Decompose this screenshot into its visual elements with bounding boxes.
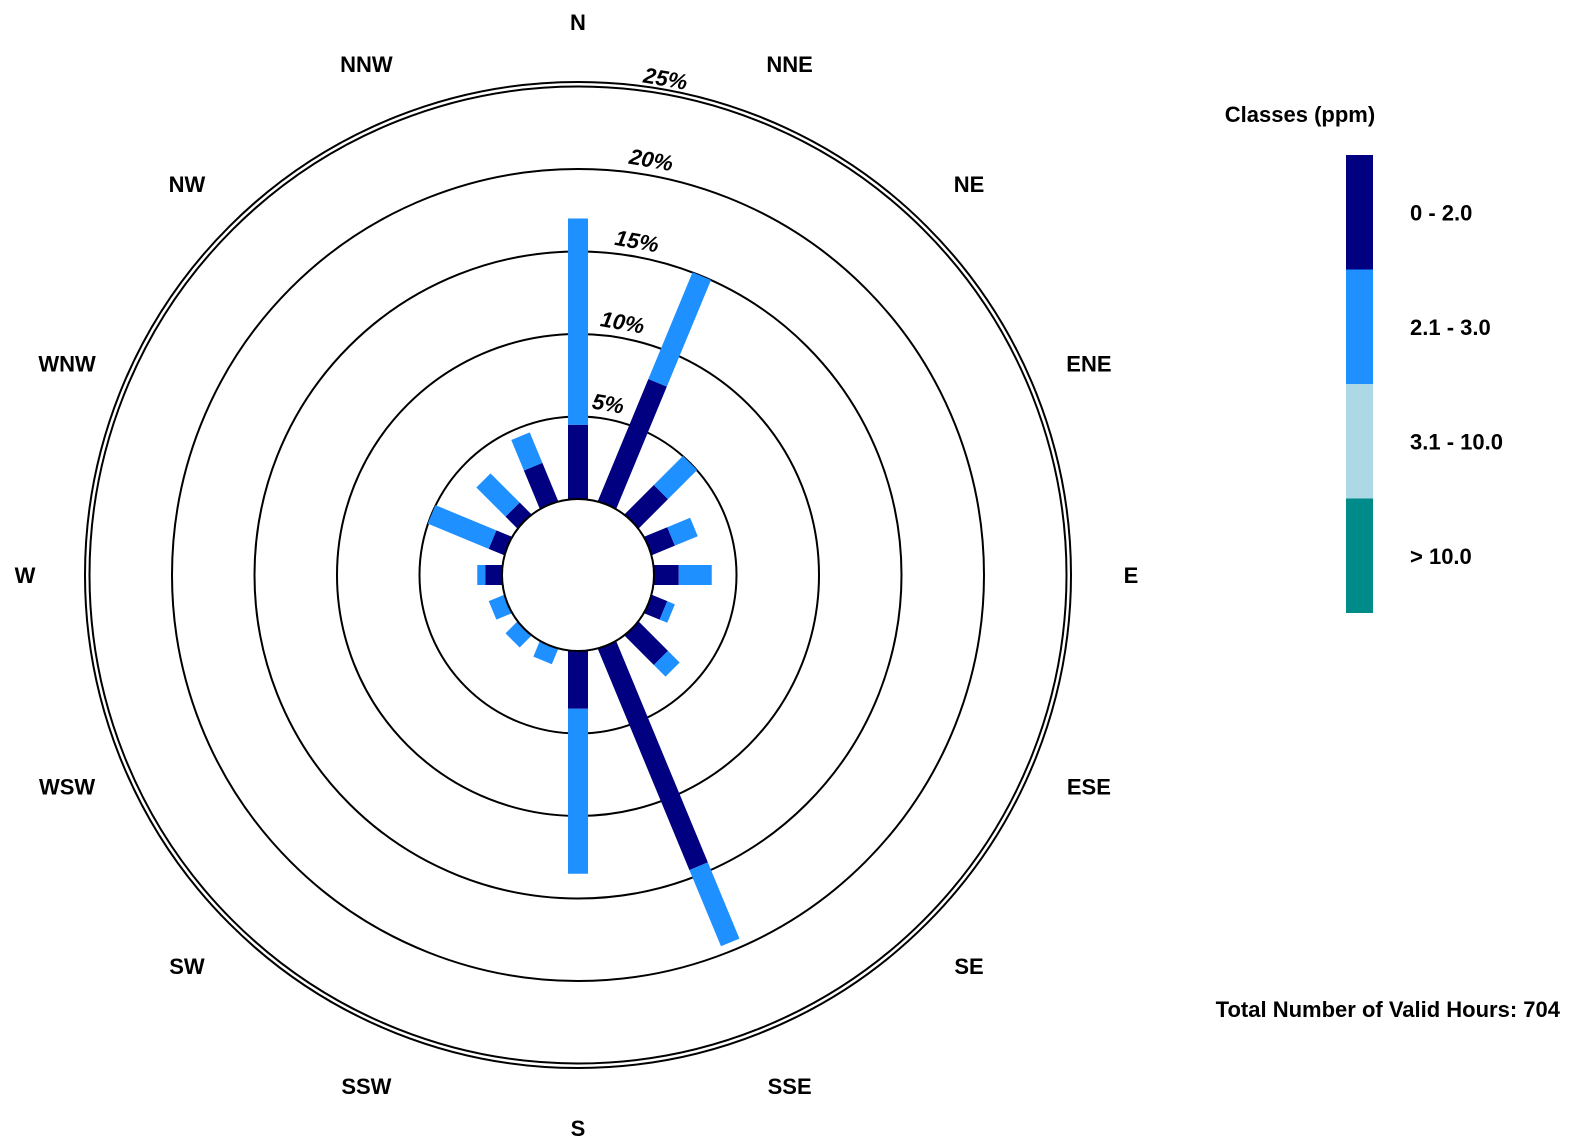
calm-circle [501, 498, 655, 652]
bar-segment-SSE-1 [689, 862, 740, 947]
bar-SW [505, 621, 532, 648]
bar-segment-E-1 [678, 565, 712, 585]
bar-segment-NNE-1 [648, 272, 712, 387]
bar-E [654, 565, 712, 585]
direction-label-ssw: SSW [341, 1074, 391, 1099]
bar-segment-NNW-1 [511, 432, 543, 471]
legend-swatch-2 [1346, 384, 1373, 499]
ring-20 [171, 168, 985, 982]
center-layer [501, 498, 655, 652]
bar-segment-ENE-0 [644, 527, 675, 556]
bar-SSE [597, 641, 740, 947]
bar-segment-SE-0 [624, 621, 668, 665]
bar-N [568, 218, 588, 499]
ring-label-20: 20% [626, 144, 675, 176]
bar-segment-E-0 [654, 565, 679, 585]
ring-label-25: 25% [641, 62, 690, 94]
direction-label-wsw: WSW [39, 775, 95, 800]
direction-label-w: W [15, 563, 36, 588]
bar-segment-NW-1 [476, 473, 520, 517]
bar-segment-ESE-1 [659, 601, 675, 623]
legend-swatch-1 [1346, 269, 1373, 384]
direction-label-layer: N NNE NE ENE E ESE SE SSE S SSW SW WSW W WNW NW NNW [15, 10, 1139, 1141]
bar-NW [476, 473, 532, 529]
direction-label-ene: ENE [1066, 351, 1111, 376]
legend-label-0: 0 - 2.0 [1410, 200, 1472, 225]
direction-label-ne: NE [954, 172, 985, 197]
bar-segment-SW-1 [505, 621, 532, 648]
bar-segment-NE-1 [653, 455, 698, 500]
bar-S [568, 651, 588, 874]
legend-swatch-0 [1346, 155, 1373, 270]
bar-layer [427, 218, 740, 947]
bar-segment-ENE-1 [667, 517, 698, 546]
legend-swatch-3 [1346, 498, 1373, 613]
bar-WNW [427, 505, 512, 556]
direction-label-nne: NNE [766, 52, 812, 77]
bar-segment-N-0 [568, 424, 588, 499]
bar-segment-NNE-0 [597, 379, 667, 509]
legend-label-2: 3.1 - 10.0 [1410, 429, 1503, 454]
direction-label-sse: SSE [768, 1074, 812, 1099]
legend-label-1: 2.1 - 3.0 [1410, 315, 1491, 340]
direction-label-e: E [1124, 563, 1139, 588]
valid-hours-text: Total Number of Valid Hours: 704 [1216, 997, 1561, 1022]
bar-segment-S-1 [568, 708, 588, 874]
bar-segment-S-0 [568, 651, 588, 709]
legend-label-3: > 10.0 [1410, 544, 1472, 569]
direction-label-n: N [570, 10, 586, 35]
direction-label-nnw: NNW [340, 52, 393, 77]
ring-label-10: 10% [599, 306, 647, 338]
direction-label-ese: ESE [1067, 775, 1111, 800]
bar-NNW [511, 432, 559, 509]
ring-label-15: 15% [613, 225, 661, 257]
direction-label-nw: NW [169, 172, 206, 197]
bar-segment-WNW-1 [427, 505, 497, 549]
ring-label-5: 5% [590, 389, 626, 419]
legend: Classes (ppm) 0 - 2.0 2.1 - 3.0 3.1 - 10.0… [1225, 102, 1503, 613]
legend-title: Classes (ppm) [1225, 102, 1375, 127]
bar-segment-SSE-0 [597, 641, 708, 871]
bar-segment-W-0 [485, 565, 502, 585]
outer-ring [84, 81, 1072, 1069]
bar-segment-NE-0 [624, 485, 668, 529]
bar-NE [624, 455, 698, 529]
bar-ENE [644, 517, 698, 556]
direction-label-sw: SW [169, 954, 205, 979]
direction-label-wnw: WNW [38, 351, 96, 376]
direction-label-s: S [571, 1116, 586, 1141]
bar-W [477, 565, 502, 585]
bar-segment-SE-1 [653, 650, 680, 677]
bar-segment-W-1 [477, 565, 486, 585]
bar-NNE [597, 272, 712, 509]
bar-segment-N-1 [568, 218, 588, 425]
bar-SE [624, 621, 680, 677]
ring-25 [88, 85, 1068, 1065]
bar-segment-NNW-0 [523, 462, 559, 509]
direction-label-se: SE [954, 954, 983, 979]
bar-segment-NW-0 [505, 502, 532, 529]
